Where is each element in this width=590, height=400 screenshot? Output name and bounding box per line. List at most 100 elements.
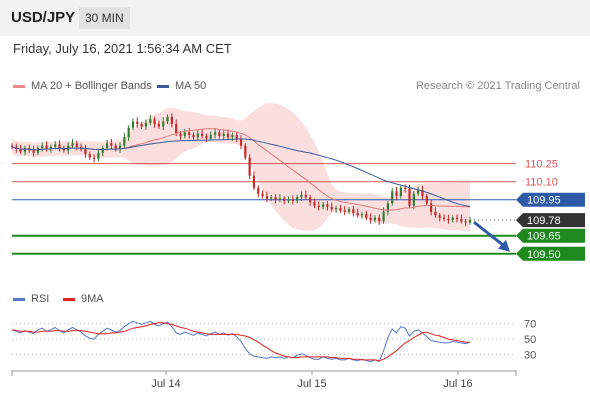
candle-body	[213, 132, 217, 135]
candle-body	[391, 191, 394, 204]
level-tag-support	[516, 228, 585, 243]
candle-body	[347, 209, 351, 212]
candle-body	[421, 190, 424, 197]
level-label: 109.50	[527, 249, 561, 261]
legend-rsi-label: RSI	[31, 293, 50, 305]
level-tag-support	[516, 246, 585, 261]
candle-body	[36, 148, 40, 153]
bollinger-band	[12, 103, 470, 232]
candle-body	[300, 194, 303, 198]
candle-body	[356, 212, 359, 216]
candle-body	[226, 133, 230, 138]
rsi-line	[11, 320, 471, 363]
rsi-tick-label: 30	[524, 350, 536, 362]
level-label: 109.95	[527, 195, 561, 207]
level-label: 109.78	[527, 215, 561, 227]
candle-body	[343, 210, 346, 212]
candle-body	[92, 157, 96, 159]
candle-body	[265, 196, 269, 199]
candle-body	[71, 143, 74, 146]
ma50-swatch	[157, 84, 169, 88]
candle-body	[287, 199, 290, 201]
candle-body	[274, 197, 277, 200]
candle-body	[75, 143, 78, 147]
candle-body	[136, 121, 139, 125]
candle-body	[382, 211, 385, 222]
candle-body	[257, 187, 260, 194]
candle-body	[201, 133, 204, 137]
candle-body	[231, 134, 234, 138]
candle-body	[175, 124, 178, 134]
x-tick-label: Jul 16	[443, 378, 472, 390]
candle-body	[442, 217, 446, 219]
candle-body	[23, 148, 27, 152]
candle-body	[434, 211, 437, 216]
candle-body	[248, 157, 251, 176]
candle-body	[162, 121, 165, 127]
ma9-line	[11, 322, 470, 362]
candle-body	[278, 198, 281, 200]
candle-body	[270, 197, 273, 199]
legend-ma50-label: MA 50	[175, 80, 207, 92]
timeframe-badge[interactable]: 30 MIN	[79, 7, 130, 29]
candle-body	[114, 145, 117, 150]
ma9-swatch	[63, 297, 75, 301]
candle-body	[88, 154, 91, 158]
candle-body	[360, 214, 364, 216]
candle-body	[395, 191, 398, 197]
candle-body	[62, 148, 65, 151]
level-label: 109.65	[527, 231, 561, 243]
candle-body	[218, 132, 221, 137]
candle-body	[179, 133, 182, 137]
header-bar: USD/JPY 30 MIN	[0, 0, 590, 36]
candle-body	[188, 132, 191, 135]
candle-body	[468, 220, 472, 223]
candle-body	[118, 145, 122, 150]
candle-body	[326, 204, 329, 207]
legend-ma9: 9MA	[63, 293, 104, 305]
candle-body	[183, 132, 186, 137]
candle-body	[464, 221, 467, 223]
candle-body	[239, 139, 243, 146]
candle-body	[110, 143, 113, 146]
candle-body	[296, 197, 299, 201]
candle-body	[196, 133, 199, 138]
candle-body	[309, 197, 312, 203]
copyright-text: Research © 2021 Trading Central	[415, 80, 580, 92]
rsi-tick-label: 50	[524, 334, 536, 346]
candle-body	[131, 121, 135, 128]
candle-body	[252, 175, 256, 188]
candle-body	[447, 218, 450, 221]
legend-rsi: RSI	[13, 293, 49, 305]
candle-body	[321, 204, 325, 207]
level-label: 110.10	[525, 177, 558, 189]
ma20-swatch	[13, 84, 25, 88]
candle-body	[205, 136, 208, 139]
candle-body	[45, 145, 48, 150]
candle-body	[369, 217, 372, 221]
candle-body	[430, 203, 433, 212]
candle-body	[140, 124, 143, 127]
forecast-arrow-head	[498, 239, 510, 252]
candle-body	[157, 124, 161, 127]
candle-body	[283, 198, 286, 201]
candle-body	[58, 144, 61, 149]
candle-body	[404, 187, 407, 189]
level-tag-last	[516, 213, 585, 228]
candle-body	[222, 133, 225, 137]
candle-body	[41, 145, 44, 149]
candle-body	[291, 199, 294, 201]
candle-body	[339, 208, 342, 211]
candle-body	[313, 202, 316, 206]
candle-body	[425, 196, 428, 204]
candle-body	[105, 143, 109, 149]
level-label: 110.25	[525, 159, 558, 171]
candle-body	[49, 146, 52, 150]
rsi-tick-label: 70	[524, 319, 536, 331]
x-tick-label: Jul 15	[297, 378, 326, 390]
candle-body	[127, 127, 130, 138]
candle-body	[84, 149, 87, 155]
candle-body	[32, 150, 35, 153]
candle-body	[317, 205, 320, 207]
